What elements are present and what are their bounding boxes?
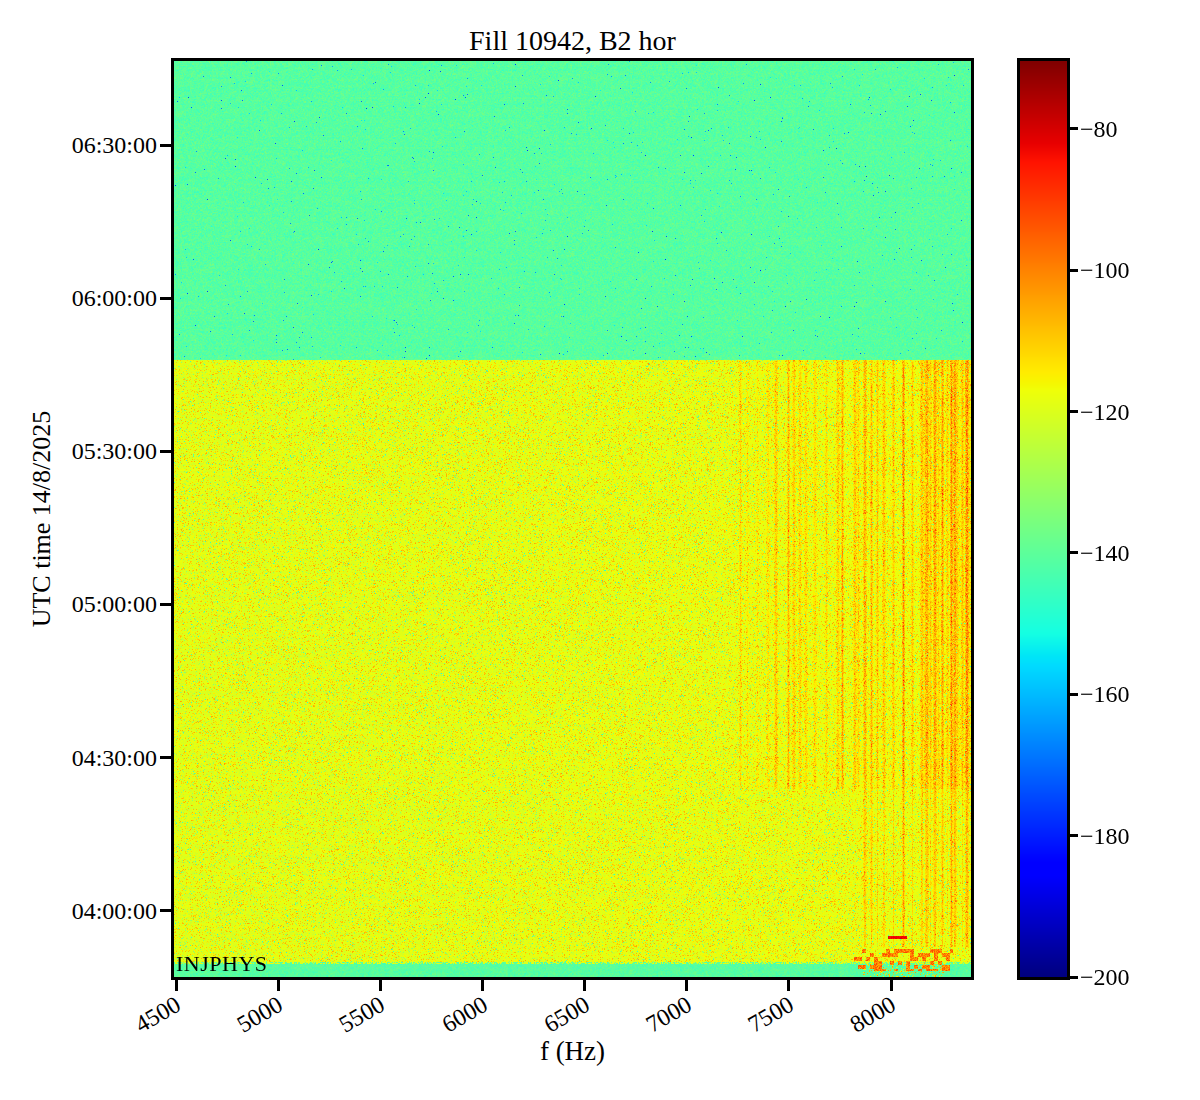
colorbar-tick-label: −160: [1080, 680, 1130, 708]
plot-title: Fill 10942, B2 hor: [174, 25, 971, 57]
colorbar-tick-mark: [1069, 693, 1078, 696]
y-tick-label: 05:00:00: [0, 590, 157, 618]
y-tick-mark: [160, 909, 171, 912]
x-tick-mark: [277, 980, 280, 991]
y-tick-mark: [160, 450, 171, 453]
colorbar-tick-label: −100: [1080, 256, 1130, 284]
y-tick-label: 06:30:00: [0, 131, 157, 159]
x-tick-label: 6500: [539, 991, 594, 1038]
y-tick-label: 05:30:00: [0, 437, 157, 465]
x-tick-mark: [685, 980, 688, 991]
y-tick-mark: [160, 144, 171, 147]
x-tick-mark: [175, 980, 178, 991]
x-tick-label: 4500: [130, 991, 185, 1038]
x-tick-label: 7500: [743, 991, 798, 1038]
colorbar-tick-mark: [1069, 269, 1078, 272]
x-tick-label: 6000: [437, 991, 492, 1038]
x-tick-mark: [583, 980, 586, 991]
y-tick-mark: [160, 297, 171, 300]
colorbar-tick-mark: [1069, 834, 1078, 837]
colorbar-frame: [1017, 58, 1070, 980]
y-tick-mark: [160, 756, 171, 759]
x-tick-mark: [787, 980, 790, 991]
colorbar-tick-mark: [1069, 410, 1078, 413]
injphys-annotation: INJPHYS: [176, 953, 268, 975]
colorbar-tick-mark: [1069, 976, 1078, 979]
colorbar-tick-label: −80: [1080, 115, 1118, 143]
colorbar-tick-label: −120: [1080, 398, 1130, 426]
x-tick-mark: [890, 980, 893, 991]
colorbar-tick-mark: [1069, 127, 1078, 130]
x-tick-mark: [481, 980, 484, 991]
x-tick-label: 8000: [846, 991, 901, 1038]
y-tick-mark: [160, 603, 171, 606]
x-axis-label: f (Hz): [174, 1036, 971, 1067]
x-tick-label: 5500: [335, 991, 390, 1038]
colorbar-tick-mark: [1069, 551, 1078, 554]
colorbar-tick-label: −140: [1080, 539, 1130, 567]
colorbar-tick-label: −200: [1080, 963, 1130, 991]
y-tick-label: 04:30:00: [0, 744, 157, 772]
plot-frame: [171, 58, 974, 980]
spectrogram-figure: Fill 10942, B2 hor INJPHYS f (Hz) UTC ti…: [0, 0, 1200, 1100]
x-tick-label: 5000: [233, 991, 288, 1038]
x-tick-label: 7000: [641, 991, 696, 1038]
colorbar-tick-label: −180: [1080, 822, 1130, 850]
y-tick-label: 06:00:00: [0, 284, 157, 312]
y-tick-label: 04:00:00: [0, 897, 157, 925]
x-tick-mark: [379, 980, 382, 991]
